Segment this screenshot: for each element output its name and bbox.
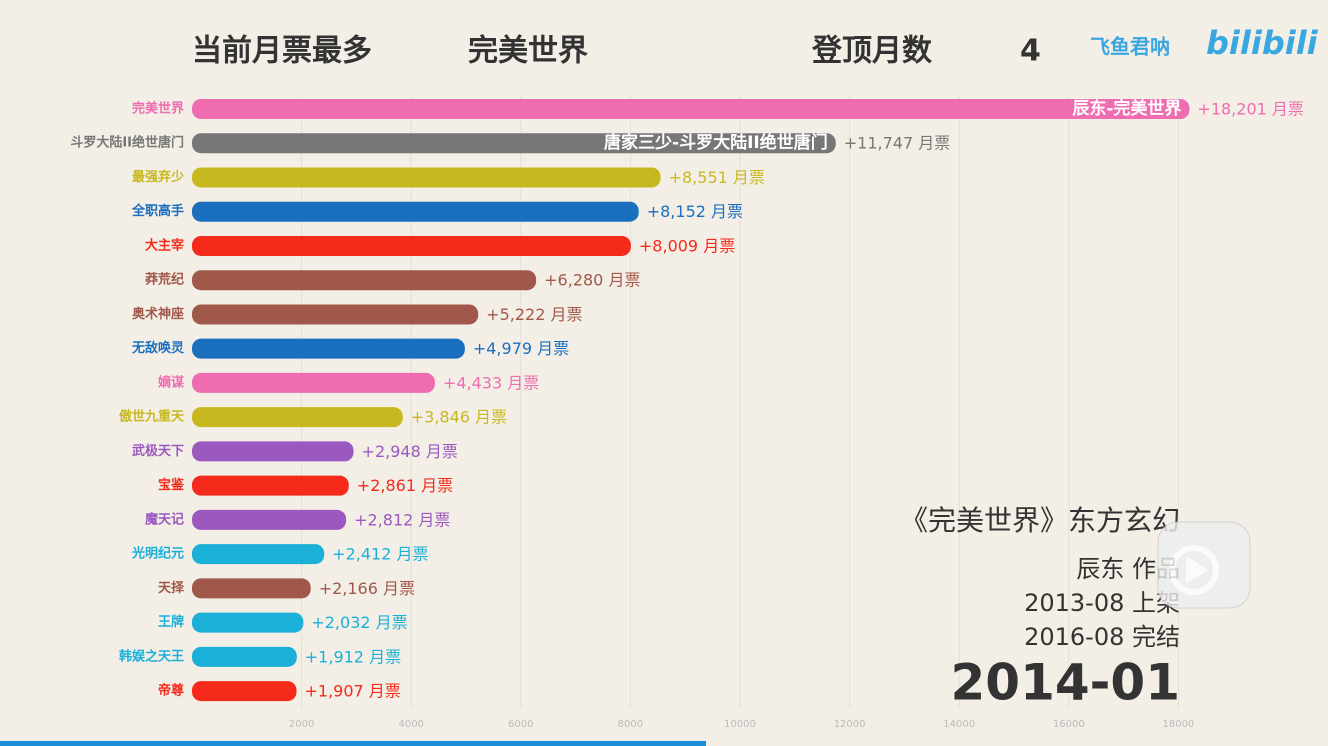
category-label: 斗罗大陆II绝世唐门 xyxy=(70,135,184,151)
value-label: +1,912 月票 xyxy=(305,647,401,666)
bar xyxy=(192,441,354,462)
value-label: +2,812 月票 xyxy=(354,510,450,529)
category-label: 无敌唤灵 xyxy=(131,340,185,356)
bar xyxy=(192,681,297,702)
value-label: +4,433 月票 xyxy=(443,373,539,392)
category-label: 王牌 xyxy=(158,614,184,630)
category-label: 莽荒纪 xyxy=(145,272,184,288)
play-ring xyxy=(1169,545,1219,595)
info-date: 2014-01 xyxy=(951,654,1181,712)
category-label: 傲世九重天 xyxy=(119,409,185,425)
bar xyxy=(192,407,403,428)
value-label: +1,907 月票 xyxy=(305,682,401,701)
plot: 2000 4000 6000 8000 10000 12000 14000 16000 1800… xyxy=(70,95,1304,730)
category-label: 最强弃少 xyxy=(132,169,184,185)
x-tick-label: 4000 xyxy=(398,719,423,730)
bar xyxy=(192,646,297,667)
x-tick-label: 2000 xyxy=(289,719,314,730)
x-tick-label: 12000 xyxy=(834,719,866,730)
x-tick-label: 10000 xyxy=(724,719,756,730)
category-label: 魔天记 xyxy=(145,511,184,527)
bar xyxy=(192,304,479,325)
logo-site: bilibili xyxy=(1206,24,1319,62)
bar xyxy=(192,509,347,530)
bar xyxy=(192,99,1190,119)
info-title: 《完美世界》东方玄幻 xyxy=(900,504,1180,537)
bar xyxy=(192,338,465,359)
category-label: 天择 xyxy=(158,580,185,596)
bar xyxy=(192,612,304,633)
value-label: +4,979 月票 xyxy=(473,339,569,358)
bar xyxy=(192,372,435,393)
value-label: +8,551 月票 xyxy=(669,168,765,187)
bar xyxy=(192,167,661,188)
category-label: 光明纪元 xyxy=(131,546,184,562)
bar xyxy=(192,133,836,154)
bar xyxy=(192,270,537,291)
bar-inner-label: 辰东-完美世界 xyxy=(1072,98,1181,119)
bar xyxy=(192,544,325,565)
category-label: 大主宰 xyxy=(145,237,184,253)
play-icon xyxy=(1186,556,1208,584)
progress-bar xyxy=(0,741,706,746)
value-label: +18,201 月票 xyxy=(1197,100,1303,119)
bar xyxy=(192,578,311,599)
value-label: +2,032 月票 xyxy=(311,613,407,632)
x-tick-label: 8000 xyxy=(618,719,643,730)
value-label: +2,948 月票 xyxy=(362,442,458,461)
info-start: 2013-08 上架 xyxy=(1024,589,1180,617)
category-label: 帝尊 xyxy=(158,683,184,699)
header-leader: 完美世界 xyxy=(468,34,588,69)
x-tick-label: 18000 xyxy=(1162,719,1194,730)
months-label: 登顶月数 xyxy=(811,34,933,69)
bar xyxy=(192,475,349,496)
logo-author: 飞鱼君呐 xyxy=(1090,35,1170,59)
value-label: +2,412 月票 xyxy=(332,545,428,564)
category-label: 宝鉴 xyxy=(158,477,185,493)
category-label: 完美世界 xyxy=(132,101,184,117)
value-label: +11,747 月票 xyxy=(844,134,950,153)
info-end: 2016-08 完结 xyxy=(1024,623,1180,651)
value-label: +2,166 月票 xyxy=(319,579,415,598)
bar xyxy=(192,201,639,222)
bar-inner-label: 唐家三少-斗罗大陆II绝世唐门 xyxy=(604,132,828,153)
category-label: 韩娱之天王 xyxy=(119,648,184,664)
bar xyxy=(192,235,631,256)
value-label: +8,152 月票 xyxy=(647,202,743,221)
play-button[interactable] xyxy=(1157,521,1251,609)
x-tick-label: 16000 xyxy=(1053,719,1085,730)
value-label: +5,222 月票 xyxy=(486,305,582,324)
value-label: +2,861 月票 xyxy=(357,476,453,495)
category-label: 奥术神座 xyxy=(132,306,184,322)
value-label: +3,846 月票 xyxy=(411,408,507,427)
category-label: 武极天下 xyxy=(132,443,184,459)
category-label: 嫡谋 xyxy=(158,374,185,390)
category-label: 全职高手 xyxy=(131,203,184,219)
x-tick-label: 14000 xyxy=(943,719,975,730)
value-label: +8,009 月票 xyxy=(639,236,735,255)
months-value: 4 xyxy=(1020,34,1041,69)
header-label: 当前月票最多 xyxy=(192,34,372,69)
x-tick-label: 6000 xyxy=(508,719,533,730)
value-label: +6,280 月票 xyxy=(544,271,640,290)
